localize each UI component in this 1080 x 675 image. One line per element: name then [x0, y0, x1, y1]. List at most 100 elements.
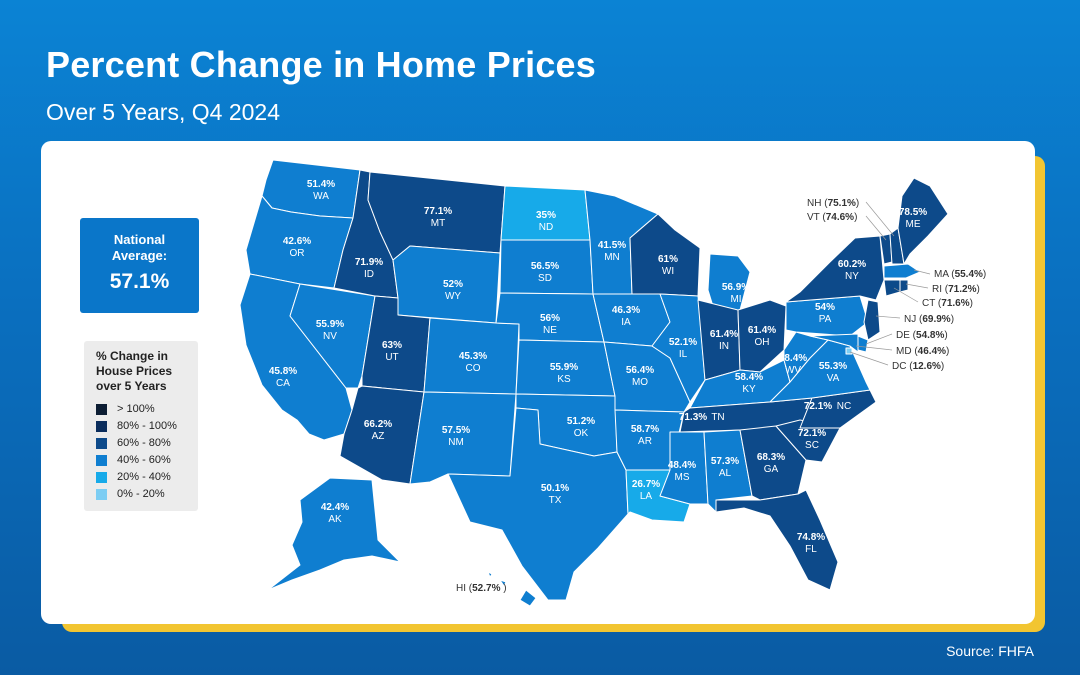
legend-swatch — [96, 455, 107, 466]
callout-MD: MD (46.4%) — [896, 346, 949, 357]
state-code-NV: NV — [323, 331, 337, 342]
national-average-box: National Average: 57.1% — [80, 218, 199, 313]
callout-RI: RI (71.2%) — [932, 284, 980, 295]
state-MD — [809, 333, 859, 353]
state-code-SC: SC — [805, 440, 819, 451]
legend: % Change in House Prices over 5 Years > … — [84, 341, 198, 511]
state-value-FL: 74.8% — [797, 532, 825, 543]
state-code-LA: LA — [640, 491, 653, 502]
state-code-UT: UT — [385, 352, 398, 363]
state-value-TN: 71.3% — [679, 412, 707, 423]
legend-label: 40% - 60% — [117, 454, 171, 466]
state-value-AL: 57.3% — [711, 456, 739, 467]
national-average-label: National Average: — [111, 232, 168, 263]
state-value-WA: 51.4% — [307, 179, 335, 190]
state-code-CA: CA — [276, 378, 290, 389]
state-value-ID: 71.9% — [355, 257, 383, 268]
state-ME — [897, 177, 949, 265]
callout-NJ: NJ (69.9%) — [904, 314, 954, 325]
state-NJ — [863, 299, 881, 341]
state-WI — [629, 213, 701, 297]
state-value-UT: 63% — [382, 340, 402, 351]
state-value-NY: 60.2% — [838, 259, 866, 270]
state-FL — [715, 489, 839, 591]
state-IN — [697, 299, 741, 381]
state-code-NM: NM — [448, 437, 464, 448]
state-TX — [447, 407, 629, 601]
state-value-LA: 26.7% — [632, 479, 660, 490]
state-value-AK: 42.4% — [321, 502, 349, 513]
state-code-WA: WA — [313, 191, 329, 202]
legend-label: > 100% — [117, 403, 155, 415]
state-value-KY: 58.4% — [735, 372, 763, 383]
state-code-IA: IA — [621, 317, 631, 328]
legend-swatch — [96, 472, 107, 483]
state-code-MO: MO — [632, 377, 648, 388]
state-value-OK: 51.2% — [567, 416, 595, 427]
state-code-CO: CO — [466, 363, 481, 374]
state-value-OR: 42.6% — [283, 236, 311, 247]
state-value-IA: 46.3% — [612, 305, 640, 316]
state-code-OR: OR — [290, 248, 305, 259]
state-value-MO: 56.4% — [626, 365, 654, 376]
state-value-AZ: 66.2% — [364, 419, 392, 430]
state-code-TN: TN — [711, 412, 724, 423]
source-note: Source: FHFA — [946, 643, 1034, 659]
state-code-KY: KY — [742, 384, 756, 395]
state-code-SD: SD — [538, 273, 552, 284]
callout-VT: VT (74.6%) — [807, 212, 857, 223]
state-value-OH: 61.4% — [748, 325, 776, 336]
state-code-IN: IN — [719, 341, 729, 352]
state-value-WY: 52% — [443, 279, 463, 290]
state-NY — [785, 235, 885, 303]
state-value-NM: 57.5% — [442, 425, 470, 436]
callout-DC: DC (12.6%) — [892, 361, 944, 372]
state-HI — [487, 571, 537, 607]
callout-line — [875, 315, 901, 319]
state-value-MI: 56.9% — [722, 282, 750, 293]
state-code-WI: WI — [662, 266, 674, 277]
callout-line — [913, 269, 931, 275]
state-code-ME: ME — [906, 219, 921, 230]
state-value-IL: 52.1% — [669, 337, 697, 348]
state-code-AR: AR — [638, 436, 652, 447]
state-code-NC: NC — [837, 401, 851, 412]
callout-line — [865, 215, 887, 241]
state-value-NC: 72.1% — [804, 401, 832, 412]
page-title: Percent Change in Home Prices — [46, 44, 596, 85]
state-code-AZ: AZ — [372, 431, 385, 442]
state-code-TX: TX — [549, 495, 562, 506]
legend-label: 20% - 40% — [117, 471, 171, 483]
state-AK — [267, 477, 401, 591]
state-code-MI: MI — [730, 294, 741, 305]
state-code-AK: AK — [328, 514, 342, 525]
state-value-WV: 48.4% — [779, 353, 807, 364]
state-value-VA: 55.3% — [819, 361, 847, 372]
state-code-MS: MS — [675, 472, 690, 483]
callout-line — [865, 201, 895, 237]
state-code-PA: PA — [819, 314, 832, 325]
state-CT — [883, 279, 901, 297]
callout-line — [855, 345, 893, 351]
callout-MA: MA (55.4%) — [934, 269, 986, 280]
state-value-KS: 55.9% — [550, 362, 578, 373]
state-value-SD: 56.5% — [531, 261, 559, 272]
callout-DE: DE (54.8%) — [896, 330, 948, 341]
state-code-WV: WV — [785, 365, 801, 376]
state-NC — [799, 389, 877, 429]
state-value-SC: 72.1% — [798, 428, 826, 439]
state-value-TX: 50.1% — [541, 483, 569, 494]
callout-line — [893, 287, 919, 303]
state-value-CO: 45.3% — [459, 351, 487, 362]
state-code-FL: FL — [805, 544, 817, 555]
state-value-MS: 48.4% — [668, 460, 696, 471]
state-value-NE: 56% — [540, 313, 560, 324]
state-code-ND: ND — [539, 222, 553, 233]
legend-swatch — [96, 438, 107, 449]
state-value-ND: 35% — [536, 210, 556, 221]
state-value-NV: 55.9% — [316, 319, 344, 330]
state-value-PA: 54% — [815, 302, 835, 313]
state-SC — [775, 419, 841, 463]
state-value-IN: 61.4% — [710, 329, 738, 340]
